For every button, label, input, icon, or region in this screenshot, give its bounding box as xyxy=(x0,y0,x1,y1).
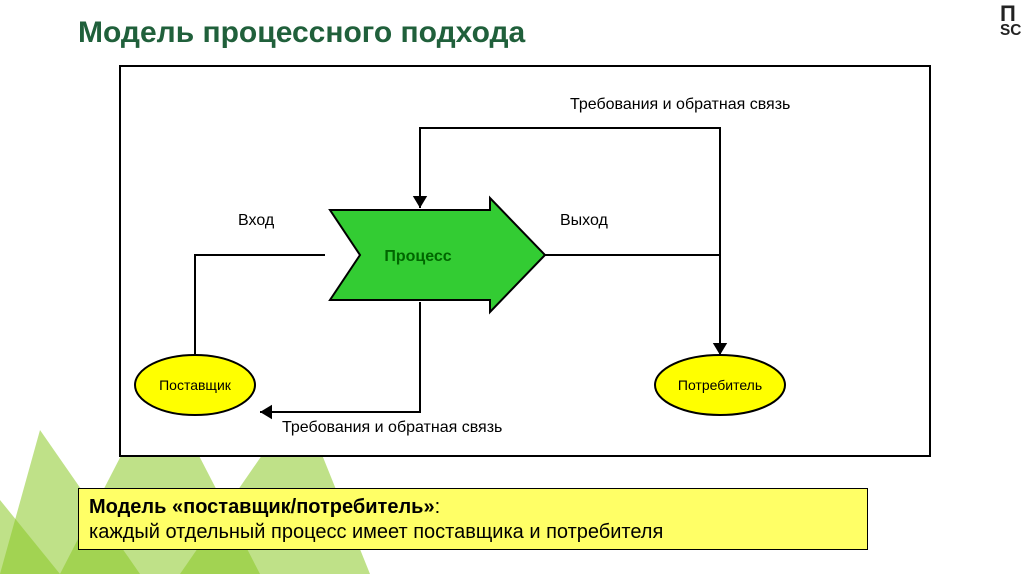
caption-box: Модель «поставщик/потребитель»: каждый о… xyxy=(78,488,868,550)
slide-stage: Модель процессного подхода П SC Поставщи… xyxy=(0,0,1024,574)
svg-text:Поставщик: Поставщик xyxy=(159,377,232,393)
svg-text:Потребитель: Потребитель xyxy=(678,377,762,393)
label-output: Выход xyxy=(560,212,608,230)
caption-bold: Модель «поставщик/потребитель» xyxy=(89,496,435,518)
svg-text:Процесс: Процесс xyxy=(384,248,451,265)
caption-line2: каждый отдельный процесс имеет поставщик… xyxy=(89,521,663,543)
label-input: Вход xyxy=(238,212,274,230)
caption-colon: : xyxy=(435,496,441,518)
label-feedback-bottom: Требования и обратная связь xyxy=(282,419,502,437)
label-feedback-top: Требования и обратная связь xyxy=(570,96,790,114)
